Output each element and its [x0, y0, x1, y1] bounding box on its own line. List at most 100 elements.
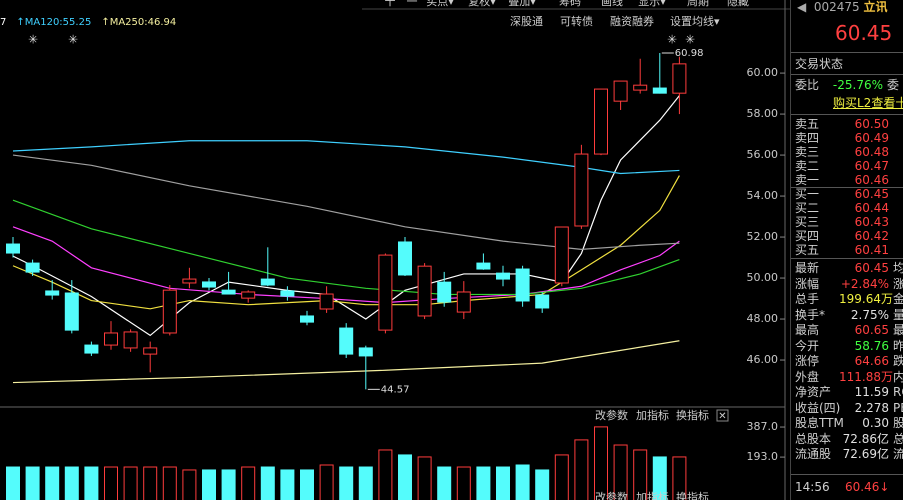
candle-body — [123, 331, 138, 349]
y-tick-label: 56.00 — [747, 148, 779, 161]
stat-tail: 总 — [893, 432, 903, 446]
volume-bar — [123, 466, 138, 500]
stat-label: 流通股 — [795, 447, 832, 461]
book-label: 卖二 — [795, 159, 820, 173]
stat-tail: 涨 — [893, 277, 903, 291]
toolbar-item: 一 — [407, 0, 418, 8]
candle-body — [417, 265, 432, 317]
stat-row: 流通股 72.69亿流 — [795, 447, 903, 461]
volume-bar — [437, 466, 452, 500]
book-row: 卖四 60.49 — [795, 131, 903, 145]
stat-value: 72.69亿 — [842, 447, 889, 461]
stat-label: 涨停 — [795, 354, 820, 368]
book-row: 卖五 60.50 — [795, 117, 903, 131]
candle-body — [182, 278, 197, 284]
candle-body — [437, 281, 452, 303]
stat-tail: 跌 — [893, 354, 903, 368]
book-row: 买四 60.42 — [795, 229, 903, 243]
book-row: 卖二 60.47 — [795, 159, 903, 173]
volume-bar — [398, 454, 412, 500]
volume-bar — [6, 466, 20, 500]
candle-body — [64, 292, 79, 331]
close-icon: ✕ — [718, 411, 726, 422]
candle-body — [358, 347, 373, 357]
label: 委比 — [795, 78, 820, 92]
l2-link[interactable]: 购买L2查看十 — [833, 96, 903, 110]
stat-value: 72.86亿 — [842, 431, 889, 446]
candle-body — [515, 268, 530, 302]
book-price: 60.45 — [854, 187, 889, 201]
volume-bar — [496, 466, 510, 500]
volume-bar — [378, 449, 393, 500]
stat-tail: 内 — [893, 370, 903, 384]
stat-row: 净资产 11.59 RO — [795, 385, 903, 399]
book-price: 60.42 — [854, 229, 889, 243]
panel-tool: 加指标 — [636, 490, 669, 500]
volume-bar — [143, 466, 158, 500]
panel-tool: 换指标 — [676, 408, 709, 422]
volume-bar — [594, 426, 608, 500]
book-price: 60.48 — [854, 145, 889, 159]
marker: ✳ — [685, 33, 695, 47]
code: 002475 — [813, 0, 860, 14]
stat-row: 股息TTM 0.30 股 — [795, 416, 903, 430]
sep — [791, 114, 903, 115]
label: 委 — [887, 78, 900, 92]
y-tick-label: 387.0 — [747, 420, 779, 433]
candle-body — [300, 315, 314, 323]
candle-body — [241, 291, 256, 299]
annotation: 44.57 — [381, 384, 410, 395]
toolbar-item: 十 — [385, 0, 396, 8]
stat-value: 60.45 — [854, 261, 889, 275]
ma-legend: 7 — [0, 17, 6, 28]
candle-body — [45, 290, 60, 296]
annotation: 60.98 — [675, 48, 704, 59]
tick-row: 14:56 60.46↓ — [795, 480, 903, 494]
stat-tail: 流 — [893, 447, 903, 461]
candle-body — [104, 332, 118, 346]
stat-row: 总股本 72.86亿总 — [795, 432, 903, 446]
volume-bar — [64, 466, 79, 500]
stat-tail: 昨 — [893, 339, 903, 353]
ma-line — [12, 340, 680, 384]
candle-body — [6, 243, 20, 254]
book-label: 买一 — [795, 187, 820, 201]
toolbar-item: 周期 — [687, 0, 709, 8]
sep — [791, 52, 903, 53]
book-price: 60.41 — [854, 243, 889, 257]
y-tick-label: 54.00 — [747, 189, 779, 202]
volume-bar — [672, 456, 687, 500]
ma-line — [12, 175, 680, 310]
candle-body — [143, 347, 158, 355]
book-price: 60.46 — [854, 173, 889, 187]
stat-value: 60.65 — [854, 323, 889, 337]
book-row: 卖一 60.46 — [795, 173, 903, 187]
stat-row: 涨停 64.66 跌 — [795, 354, 903, 368]
ma-line — [12, 154, 680, 250]
time: 14:56 — [795, 480, 830, 494]
candle-body — [84, 344, 99, 354]
marker: ✳ — [28, 33, 38, 47]
candle-body — [535, 294, 550, 309]
volume-bar — [535, 469, 550, 500]
y-tick-label: 48.00 — [747, 312, 779, 325]
toolbar-item: 复权▾ — [468, 0, 496, 8]
y-tick-label: 60.00 — [747, 66, 779, 79]
stat-label: 换手* — [795, 307, 826, 322]
stat-label: 最新 — [795, 261, 820, 275]
volume-bar — [84, 466, 99, 500]
stat-row: 收益(四) 2.278 PE — [795, 401, 903, 415]
stat-label: 今开 — [795, 338, 820, 353]
price: 60.45 — [835, 21, 893, 45]
volume-bar — [456, 466, 471, 500]
book-row: 买二 60.44 — [795, 201, 903, 215]
stat-row: 最新 60.45 均 — [795, 261, 903, 275]
stat-value: 111.88万 — [839, 369, 893, 384]
candle-body — [594, 88, 608, 155]
stat-tail: 股 — [893, 416, 903, 430]
book-price: 60.50 — [854, 117, 889, 131]
y-tick-label: 58.00 — [747, 107, 779, 120]
book-price: 60.43 — [854, 215, 889, 229]
stat-row: 涨幅 +2.84% 涨 — [795, 277, 903, 291]
